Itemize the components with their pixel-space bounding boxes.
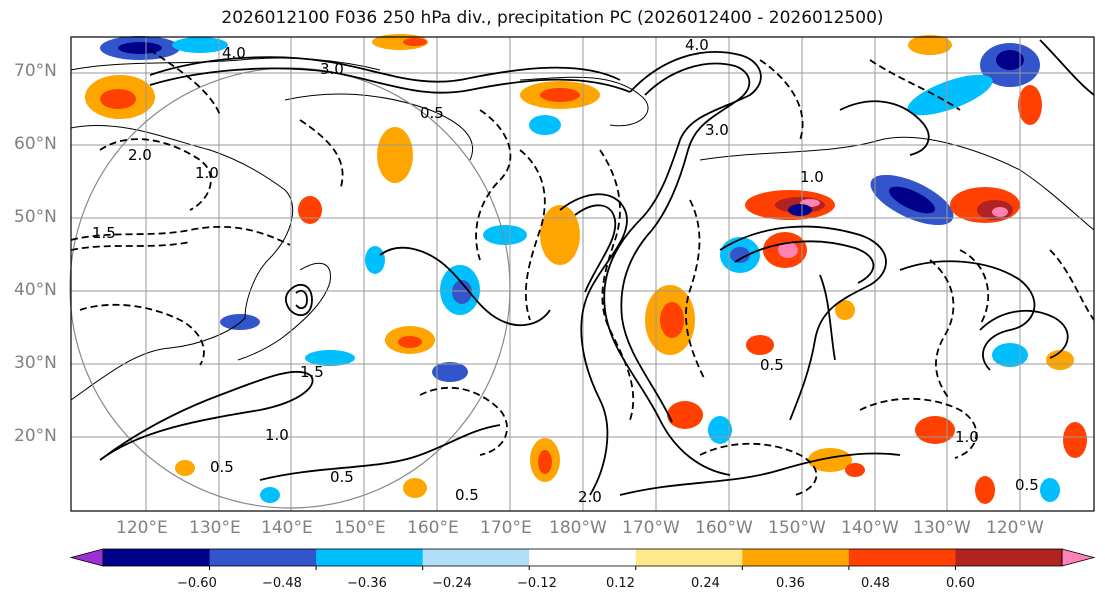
- colorbar-tick: −0.60: [177, 576, 217, 591]
- colorbar-segment: [635, 549, 743, 566]
- divergence-contours-positive: [99, 39, 1095, 496]
- colorbar-tick: −0.24: [432, 576, 472, 591]
- contour-label: 1.0: [955, 428, 979, 446]
- contour-label: 3.0: [705, 121, 729, 139]
- lon-label-140w: 140°W: [841, 518, 899, 538]
- contour-label: 3.0: [320, 60, 344, 78]
- lat-label-30n: 30°N: [14, 353, 57, 373]
- colorbar-segment: [955, 549, 1063, 566]
- lon-label-160e: 160°E: [407, 518, 459, 538]
- lat-label-40n: 40°N: [14, 280, 57, 300]
- contour-label: 0.5: [330, 468, 354, 486]
- colorbar-segment: [316, 549, 424, 566]
- lat-label-60n: 60°N: [14, 134, 57, 154]
- contour-label: 0.5: [760, 356, 784, 374]
- contour-label: 0.5: [420, 104, 444, 122]
- contour-label: 0.5: [210, 458, 234, 476]
- colorbar-tick: −0.48: [262, 576, 302, 591]
- contour-label: 1.0: [800, 168, 824, 186]
- colorbar-tick: 0.12: [606, 576, 635, 591]
- contour-label: 1.0: [265, 426, 289, 444]
- graticule: [69, 37, 1094, 511]
- contour-labels: 4.0 3.0 2.0 1.5 1.0 0.5 0.5 1.0 1.5 0.5 …: [92, 36, 1039, 506]
- colorbar-segment: [103, 549, 211, 566]
- lon-label-130w: 130°W: [913, 518, 971, 538]
- colorbar-segment: [848, 549, 956, 566]
- colorbar-segment: [209, 549, 317, 566]
- contour-label: 2.0: [578, 488, 602, 506]
- colorbar-arrow-max: [1061, 548, 1096, 567]
- divergence-contours-negative: [70, 49, 1095, 496]
- lat-label-50n: 50°N: [14, 207, 57, 227]
- precipitation-shading: [85, 34, 1087, 504]
- contour-label: 1.5: [92, 224, 116, 242]
- lon-label-130e: 130°E: [189, 518, 241, 538]
- colorbar-arrow-min: [69, 548, 104, 567]
- lon-label-140e: 140°E: [261, 518, 313, 538]
- colorbar-tick: −0.36: [347, 576, 387, 591]
- contour-label: 1.5: [300, 363, 324, 381]
- colorbar: [69, 548, 1096, 570]
- lon-label-170e: 170°E: [480, 518, 532, 538]
- lon-label-120e: 120°E: [116, 518, 168, 538]
- map-frame: [70, 36, 1095, 512]
- colorbar-tick: 0.60: [946, 576, 975, 591]
- colorbar-outline: [102, 548, 1063, 567]
- lon-label-150w: 150°W: [768, 518, 826, 538]
- lon-label-170w: 170°W: [622, 518, 680, 538]
- lon-label-120w: 120°W: [986, 518, 1044, 538]
- lat-label-70n: 70°N: [14, 61, 57, 81]
- lat-label-20n: 20°N: [14, 426, 57, 446]
- contour-label: 4.0: [222, 44, 246, 62]
- contour-label: 2.0: [128, 146, 152, 164]
- lon-label-160w: 160°W: [695, 518, 753, 538]
- contour-label: 0.5: [455, 486, 479, 504]
- map-title: 2026012100 F036 250 hPa div., precipitat…: [221, 8, 884, 28]
- colorbar-tick: 0.48: [861, 576, 890, 591]
- lon-label-180w: 180°W: [549, 518, 607, 538]
- colorbar-segment: [742, 549, 850, 566]
- lon-label-150e: 150°E: [334, 518, 386, 538]
- colorbar-tick: 0.24: [691, 576, 720, 591]
- contour-label: 0.5: [1015, 476, 1039, 494]
- colorbar-segment: [529, 549, 637, 566]
- contour-label: 1.0: [195, 164, 219, 182]
- colorbar-tick: −0.12: [517, 576, 557, 591]
- colorbar-segment: [422, 549, 530, 566]
- contour-label: 4.0: [685, 36, 709, 54]
- coastlines: [70, 57, 1095, 401]
- colorbar-tick: 0.36: [776, 576, 805, 591]
